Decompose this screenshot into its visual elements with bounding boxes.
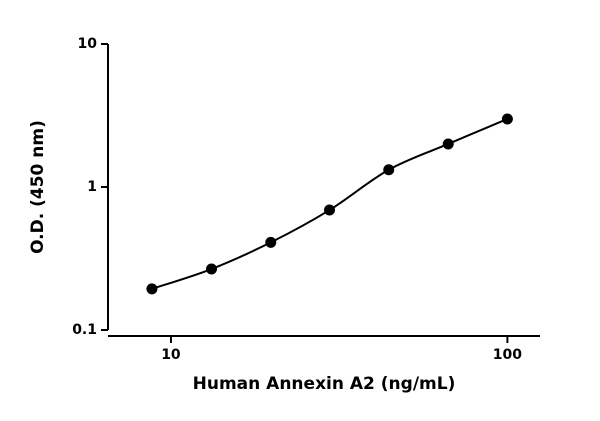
y-tick-label: 10 <box>78 36 98 52</box>
x-tick-label: 10 <box>161 347 181 363</box>
y-tick-label: 0.1 <box>72 322 97 338</box>
data-point <box>324 204 336 216</box>
data-point <box>265 236 277 248</box>
y-tick-label: 1 <box>87 179 97 195</box>
x-axis-label: Human Annexin A2 (ng/mL) <box>193 374 456 394</box>
data-point <box>383 164 395 176</box>
x-tick-label: 100 <box>493 347 522 363</box>
data-point <box>501 113 513 125</box>
data-point <box>442 138 454 150</box>
data-point <box>206 263 218 275</box>
fit-curve <box>151 118 508 290</box>
y-axis-label: O.D. (450 nm) <box>28 120 48 254</box>
data-point <box>146 283 158 295</box>
